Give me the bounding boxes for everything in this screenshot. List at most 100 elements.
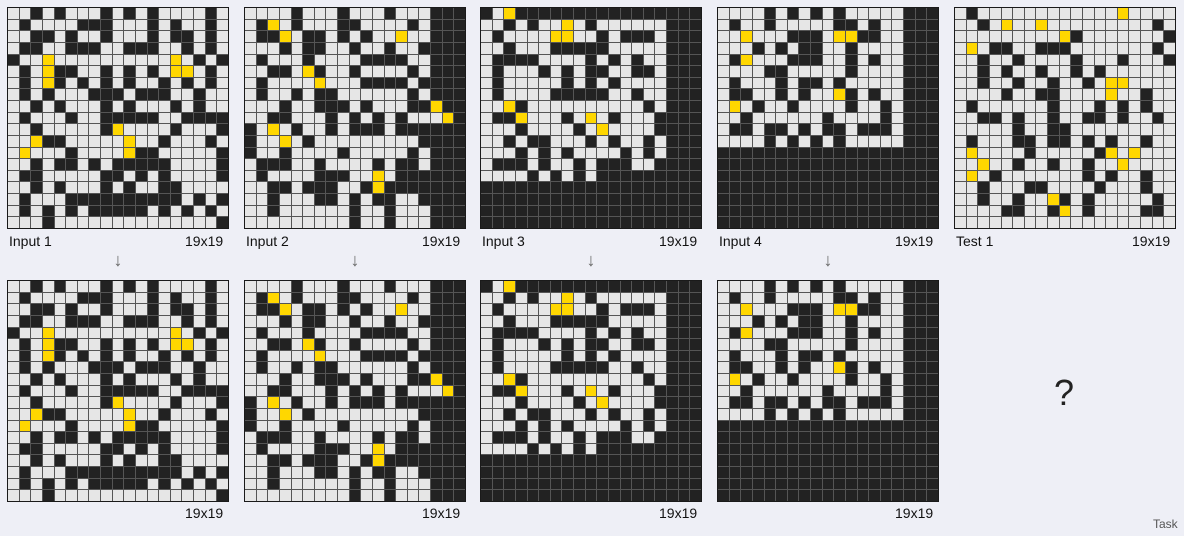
grid-cell [431, 19, 442, 31]
grid-cell [690, 194, 701, 205]
grid-cell [741, 362, 752, 374]
grid-cell [799, 281, 811, 292]
grid-cell [279, 455, 291, 467]
grid-cell [718, 77, 729, 89]
grid-cell [678, 135, 690, 147]
grid-cell [89, 8, 101, 19]
grid-cell [690, 19, 701, 31]
grid-cell [764, 292, 776, 304]
grid-cell [54, 478, 66, 490]
grid-cell [303, 350, 314, 362]
grid-cell [8, 327, 19, 339]
grid-cell [245, 135, 256, 147]
grid-cell [585, 31, 597, 42]
grid-cell [620, 182, 632, 194]
grid-cell [431, 362, 442, 374]
grid-cell [245, 385, 256, 397]
example-2-input-size: 19x19 [422, 233, 461, 249]
grid-cell [729, 31, 741, 42]
grid-cell [54, 205, 66, 217]
grid-cell [892, 194, 904, 205]
grid-cell [845, 205, 857, 217]
grid-cell [326, 124, 338, 135]
grid-cell [101, 292, 112, 304]
grid-cell [515, 362, 527, 374]
grid-cell [124, 362, 135, 374]
grid-cell [77, 101, 89, 112]
grid-cell [77, 89, 89, 101]
grid-cell [834, 281, 845, 292]
grid-cell [608, 350, 620, 362]
grid-cell [585, 217, 597, 228]
grid-cell [834, 205, 845, 217]
grid-cell [811, 408, 822, 420]
grid-cell [1152, 19, 1164, 31]
grid-cell [1059, 112, 1071, 124]
grid-cell [492, 432, 504, 443]
grid-cell [741, 304, 752, 315]
grid-cell [349, 350, 361, 362]
grid-cell [77, 66, 89, 77]
grid-cell [904, 374, 915, 385]
grid-cell [147, 182, 159, 194]
grid-cell [205, 327, 217, 339]
grid-cell [101, 101, 112, 112]
grid-cell [892, 478, 904, 490]
grid-cell [1036, 147, 1048, 159]
grid-cell [915, 443, 927, 455]
grid-cell [632, 327, 643, 339]
grid-cell [77, 478, 89, 490]
grid-cell [752, 420, 764, 432]
grid-cell [42, 135, 54, 147]
grid-cell [857, 432, 869, 443]
grid-cell [822, 374, 834, 385]
grid-cell [66, 31, 77, 42]
grid-cell [303, 31, 314, 42]
grid-cell [869, 350, 880, 362]
grid-cell [1152, 205, 1164, 217]
grid-cell [729, 374, 741, 385]
grid-cell [42, 19, 54, 31]
grid-cell [834, 432, 845, 443]
grid-cell [89, 124, 101, 135]
grid-cell [799, 420, 811, 432]
grid-cell [643, 339, 655, 350]
grid-cell [527, 159, 539, 170]
grid-cell [845, 304, 857, 315]
grid-cell [690, 217, 701, 228]
grid-cell [112, 112, 124, 124]
grid-cell [349, 101, 361, 112]
grid-cell [562, 397, 574, 408]
grid-cell [1059, 170, 1071, 182]
grid-cell [19, 101, 31, 112]
grid-cell [776, 205, 787, 217]
grid-cell [245, 362, 256, 374]
grid-cell [678, 217, 690, 228]
grid-cell [966, 8, 978, 19]
grid-cell [1117, 124, 1129, 135]
grid-cell [1071, 135, 1082, 147]
grid-cell [481, 350, 492, 362]
grid-cell [834, 420, 845, 432]
grid-cell [431, 315, 442, 327]
grid-cell [268, 159, 279, 170]
grid-cell [787, 54, 799, 66]
grid-cell [915, 42, 927, 54]
grid-cell [857, 8, 869, 19]
grid-cell [66, 77, 77, 89]
grid-cell [845, 420, 857, 432]
grid-cell [834, 182, 845, 194]
grid-cell [42, 217, 54, 228]
grid-cell [481, 101, 492, 112]
grid-cell [291, 135, 303, 147]
grid-cell [799, 339, 811, 350]
grid-cell [217, 315, 228, 327]
grid-cell [326, 217, 338, 228]
grid-cell [655, 350, 667, 362]
grid-cell [915, 397, 927, 408]
grid-cell [857, 455, 869, 467]
grid-cell [268, 420, 279, 432]
grid-cell [1024, 101, 1036, 112]
grid-cell [442, 101, 454, 112]
grid-cell [989, 170, 1001, 182]
